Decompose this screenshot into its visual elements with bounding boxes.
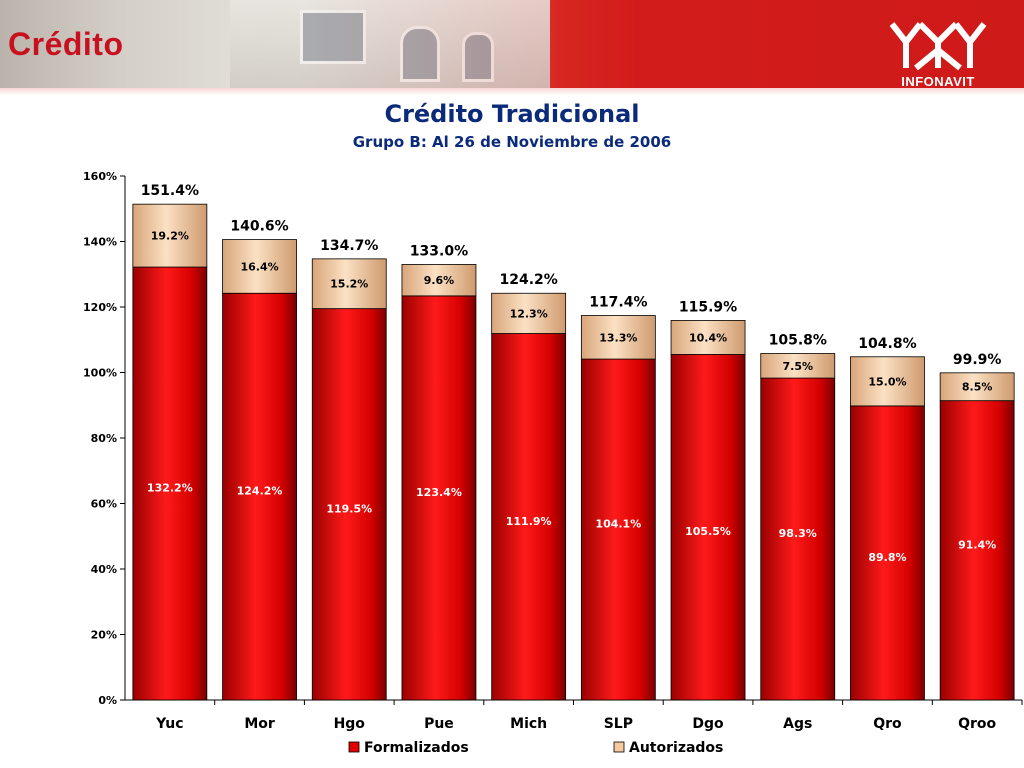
data-label-autorizados: 19.2% [151, 230, 189, 243]
data-label-formalizados: 119.5% [326, 502, 372, 515]
data-label-formalizados: 132.2% [147, 482, 193, 495]
bar-autorizados [132, 203, 208, 268]
data-label-formalizados: 91.4% [958, 538, 996, 551]
x-tick-label: Pue [424, 716, 454, 732]
chart-legend: Formalizados Autorizados [348, 740, 723, 756]
window-shape [300, 10, 366, 64]
bar-formalizados [939, 400, 1015, 701]
bar-formalizados [222, 292, 297, 701]
x-tick-label: Yuc [155, 716, 183, 732]
bar-formalizados [311, 308, 387, 701]
x-tick-label: Qroo [958, 716, 996, 732]
legend-label-autorizados: Autorizados [629, 740, 723, 756]
bar-formalizados [670, 354, 746, 701]
data-label-formalizados: 104.1% [595, 518, 641, 531]
x-tick-label: Mor [244, 716, 275, 732]
bar-autorizados [850, 356, 925, 407]
data-label-autorizados: 12.3% [510, 307, 548, 320]
x-tick-label: Dgo [692, 716, 724, 732]
y-tick-label: 160% [83, 170, 117, 183]
y-tick-label: 120% [83, 301, 117, 314]
bar-autorizados [939, 372, 1015, 402]
x-tick-label: Ags [783, 716, 812, 732]
bar-formalizados [850, 405, 925, 701]
data-label-autorizados: 16.4% [240, 260, 278, 273]
bar-formalizados [132, 266, 208, 701]
data-label-autorizados: 10.4% [689, 331, 727, 344]
total-label: 151.4% [141, 183, 199, 199]
window-shape [400, 26, 440, 82]
data-label-formalizados: 105.5% [685, 525, 731, 538]
bar-autorizados [760, 353, 836, 379]
total-label: 104.8% [858, 336, 916, 352]
data-label-autorizados: 7.5% [782, 360, 813, 373]
data-label-formalizados: 89.8% [868, 551, 906, 564]
banner-photo [230, 0, 550, 92]
y-tick-label: 80% [91, 432, 117, 445]
bar-formalizados [491, 333, 567, 701]
x-tick-label: SLP [604, 716, 633, 732]
data-label-formalizados: 111.9% [506, 515, 552, 528]
bar-autorizados [311, 258, 387, 310]
chart-subtitle: Grupo B: Al 26 de Noviembre de 2006 [352, 133, 672, 151]
banner-stripe [0, 88, 1024, 100]
total-label: 140.6% [230, 219, 288, 235]
bar-autorizados [670, 320, 746, 355]
bar-autorizados [222, 239, 297, 294]
legend-swatch-autorizados [613, 741, 625, 753]
data-label-autorizados: 9.6% [424, 274, 455, 287]
bar-autorizados [580, 315, 656, 360]
y-tick-label: 140% [83, 236, 117, 249]
y-tick-label: 100% [83, 367, 117, 380]
chart-bars: 132.2% 19.2% 151.4% 124.2% 16.4% 140.6% 119.5%… [132, 183, 1015, 701]
bar-autorizados [401, 264, 477, 297]
bar-autorizados [491, 292, 567, 334]
total-label: 133.0% [410, 243, 468, 259]
data-label-autorizados: 15.2% [330, 278, 368, 291]
window-shape [462, 32, 494, 82]
total-label: 124.2% [499, 272, 557, 288]
y-tick-label: 20% [91, 629, 117, 642]
data-label-formalizados: 123.4% [416, 486, 462, 499]
x-tick-label: Hgo [334, 716, 366, 732]
bar-formalizados [580, 358, 656, 701]
legend-label-formalizados: Formalizados [364, 740, 469, 756]
bar-formalizados [760, 377, 836, 701]
total-label: 115.9% [679, 299, 737, 315]
legend-swatch-formalizados [348, 741, 360, 753]
logo-wordmark: INFONAVIT [901, 74, 975, 89]
data-label-autorizados: 8.5% [962, 381, 993, 394]
total-label: 117.4% [589, 295, 647, 311]
data-label-formalizados: 124.2% [237, 485, 283, 498]
page-title: Crédito [8, 26, 124, 62]
header-banner: Crédito INFONAVIT [0, 0, 1024, 100]
y-tick-label: 60% [91, 498, 117, 511]
chart-title: Crédito Tradicional [384, 100, 640, 128]
total-label: 134.7% [320, 238, 378, 254]
y-tick-label: 40% [91, 563, 117, 576]
total-label: 99.9% [953, 352, 1002, 368]
y-tick-label: 0% [98, 694, 117, 707]
x-tick-label: Mich [510, 716, 547, 732]
data-label-formalizados: 98.3% [779, 527, 817, 540]
data-label-autorizados: 13.3% [599, 331, 637, 344]
infonavit-logo [889, 21, 987, 71]
x-tick-label: Qro [873, 716, 902, 732]
total-label: 105.8% [769, 333, 827, 349]
data-label-autorizados: 15.0% [868, 375, 906, 388]
